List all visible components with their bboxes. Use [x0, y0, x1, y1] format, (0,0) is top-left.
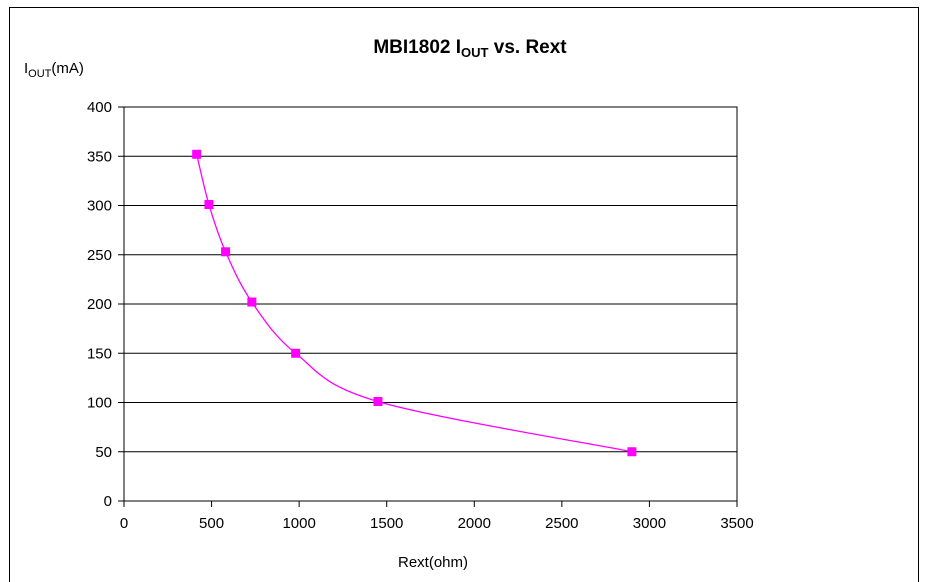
x-tick-label-2000: 2000 — [458, 515, 491, 532]
y-tick-label-50: 50 — [95, 444, 112, 461]
y-tick-label-200: 200 — [87, 296, 112, 313]
data-point-3 — [247, 297, 257, 307]
x-tick-label-1000: 1000 — [282, 515, 315, 532]
x-tick-label-0: 0 — [120, 515, 128, 532]
x-axis-title: Rext(ohm) — [398, 554, 468, 571]
x-tick-label-3000: 3000 — [633, 515, 666, 532]
data-point-6 — [627, 447, 637, 457]
y-tick-label-100: 100 — [87, 395, 112, 412]
y-tick-label-350: 350 — [87, 148, 112, 165]
y-axis-title: IOUT(mA) — [24, 60, 84, 80]
data-point-4 — [291, 348, 301, 358]
y-tick-label-0: 0 — [104, 493, 112, 510]
data-point-2 — [221, 247, 231, 257]
chart-area — [9, 7, 919, 582]
chart-title: MBI1802 IOUT vs. Rext — [373, 37, 567, 60]
data-point-1 — [204, 200, 214, 210]
chart-title-suffix: vs. Rext — [488, 37, 567, 58]
y-tick-label-300: 300 — [87, 198, 112, 215]
data-point-5 — [373, 397, 383, 407]
y-tick-label-400: 400 — [87, 99, 112, 116]
x-tick-label-2500: 2500 — [545, 515, 578, 532]
y-tick-label-150: 150 — [87, 345, 112, 362]
y-axis-title-subscript: OUT — [28, 68, 52, 80]
x-tick-label-1500: 1500 — [370, 515, 403, 532]
plot-area: 0 50 100 150 200 250 300 350 400 0 500 1000 1500 2000… — [87, 99, 754, 532]
series-line-0 — [196, 154, 633, 453]
y-axis-title-suffix: (mA) — [51, 60, 84, 77]
y-tick-label-250: 250 — [87, 247, 112, 264]
chart-title-subscript: OUT — [461, 45, 489, 60]
x-tick-label-3500: 3500 — [720, 515, 753, 532]
data-point-0 — [192, 149, 202, 159]
x-tick-label-500: 500 — [199, 515, 224, 532]
